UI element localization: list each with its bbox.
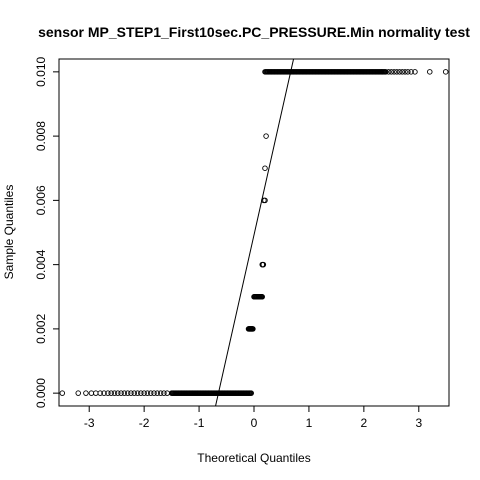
data-point	[161, 390, 167, 396]
data-point	[105, 390, 111, 396]
data-point	[118, 390, 124, 396]
data-point	[147, 390, 154, 396]
data-point	[138, 390, 144, 396]
data-point	[131, 390, 138, 396]
data-point	[262, 165, 268, 171]
data-point	[263, 133, 269, 139]
data-point	[124, 390, 131, 396]
data-point	[154, 390, 161, 396]
chart-title: sensor MP_STEP1_First10sec.PC_PRESSURE.M…	[38, 24, 470, 40]
y-tick-label: 0.010	[34, 57, 48, 87]
data-point	[134, 390, 141, 396]
data-point	[115, 390, 121, 396]
data-point	[396, 69, 403, 75]
data-point	[408, 69, 414, 75]
data-point	[391, 69, 397, 75]
y-tick-label: 0.004	[34, 249, 48, 279]
data-point	[262, 197, 268, 204]
data-point	[259, 294, 265, 300]
x-tick-label: 2	[361, 416, 368, 430]
data-points	[59, 69, 449, 396]
data-point	[83, 390, 89, 396]
data-point	[248, 390, 255, 396]
x-tick-label: -3	[84, 416, 95, 430]
x-axis: -3 -2 -1 0 1 2 3	[84, 406, 422, 430]
reference-line	[215, 58, 295, 407]
data-point	[141, 390, 147, 396]
reference-line-group	[215, 58, 295, 407]
x-axis-label: Theoretical Quantiles	[197, 451, 310, 465]
data-point	[101, 390, 107, 396]
data-point	[157, 390, 164, 396]
data-point	[383, 69, 389, 75]
y-tick-label: 0.006	[34, 185, 48, 215]
x-tick-label: 0	[251, 416, 258, 430]
data-point	[402, 69, 408, 75]
data-point	[111, 390, 118, 396]
data-point	[442, 69, 449, 75]
data-point	[394, 69, 400, 75]
data-point	[97, 390, 103, 396]
data-point	[405, 69, 411, 75]
data-point	[260, 261, 267, 268]
data-point	[250, 326, 256, 332]
x-tick-label: 3	[415, 416, 422, 430]
y-tick-label: 0.000	[34, 378, 48, 408]
x-tick-label: -1	[194, 416, 205, 430]
x-tick-label: 1	[306, 416, 313, 430]
data-point	[128, 390, 134, 396]
y-axis: 0.000 0.002 0.004 0.006 0.008 0.010	[34, 57, 59, 408]
data-point	[144, 390, 151, 396]
x-tick-label: -2	[139, 416, 150, 430]
data-point	[59, 390, 66, 396]
data-point	[427, 69, 433, 75]
data-point	[108, 390, 114, 396]
data-point	[121, 390, 128, 396]
data-point	[388, 69, 395, 75]
data-point	[412, 69, 418, 75]
data-point	[75, 390, 81, 396]
data-point	[151, 390, 157, 396]
y-axis-label: Sample Quantiles	[2, 185, 16, 280]
data-point	[399, 69, 406, 75]
y-tick-label: 0.008	[34, 121, 48, 151]
y-tick-label: 0.002	[34, 314, 48, 344]
